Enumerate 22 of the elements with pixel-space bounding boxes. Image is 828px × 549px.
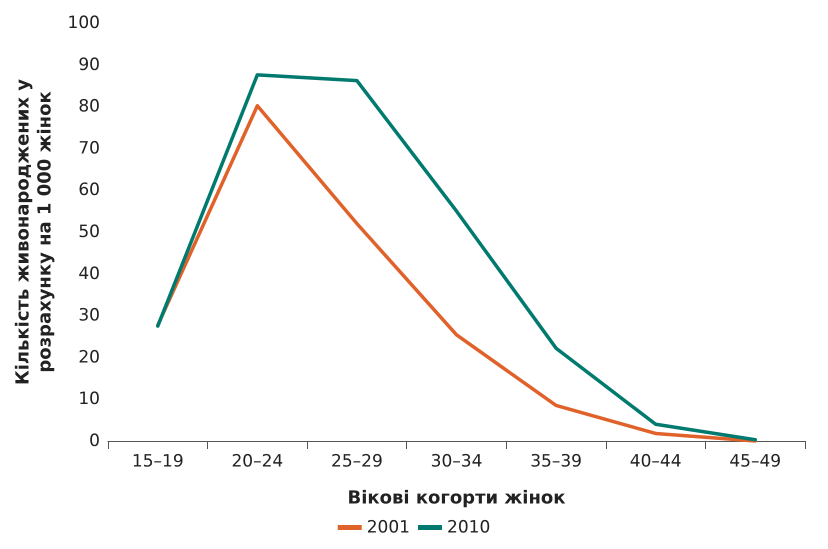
y-tick-label: 80 — [78, 96, 100, 117]
x-tick-label: 25–29 — [331, 452, 383, 472]
x-tick-label: 40–44 — [630, 452, 682, 472]
y-tick-label: 50 — [78, 222, 100, 242]
y-tick-label: 20 — [78, 347, 100, 368]
y-tick-label: 60 — [78, 180, 100, 200]
x-tick-label: 45–49 — [729, 452, 782, 472]
x-axis-title: Вікові когорти жінок — [348, 488, 566, 508]
y-tick-label: 100 — [68, 13, 100, 33]
x-tick-label: 15–19 — [132, 452, 184, 472]
x-tick-label: 20–24 — [231, 452, 284, 472]
legend-label: 2001 — [366, 518, 410, 538]
x-tick-label: 30–34 — [430, 452, 482, 472]
legend-label: 2010 — [447, 518, 490, 538]
y-tick-label: 30 — [78, 306, 100, 326]
y-axis-title: Кількість живонароджених у розрахунку на 1 000 жінок — [12, 78, 56, 386]
y-tick-label: 10 — [78, 389, 100, 410]
y-tick-label: 40 — [78, 264, 100, 284]
y-tick-label: 70 — [78, 138, 100, 158]
y-tick-label: 0 — [89, 431, 100, 451]
x-tick-label: 35–39 — [530, 452, 582, 472]
y-tick-label: 90 — [78, 54, 100, 75]
